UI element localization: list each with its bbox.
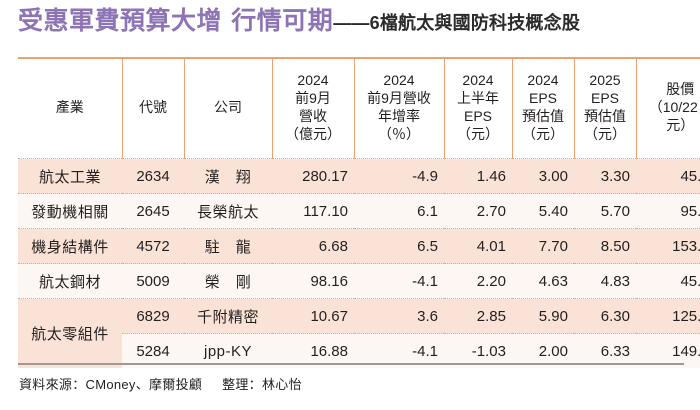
- cell-eps-est-2025: 5.70: [574, 193, 636, 229]
- table-header: 產業 代號 公司 2024 前9月 營收 （億元） 2024 前9月營收 年增率 （％） 2…: [18, 57, 700, 159]
- cell-code: 5284: [122, 333, 184, 368]
- cell-industry-merged: 航太零組件: [18, 298, 122, 368]
- cell-price: 45.70: [636, 158, 700, 194]
- cell-price: 45.95: [636, 263, 700, 299]
- cell-code: 2634: [122, 158, 184, 194]
- cell-eps-1h-2024: 2.70: [444, 193, 512, 229]
- cell-revenue-9m: 117.10: [272, 193, 354, 229]
- col-header-eps-est-2025: 2025 EPS 預估值 （元）: [574, 57, 637, 159]
- cell-revenue-yoy: 3.6: [354, 298, 444, 334]
- cell-eps-est-2024: 5.40: [512, 193, 574, 229]
- col-header-code: 代號: [122, 57, 185, 159]
- cell-code: 4572: [122, 228, 184, 264]
- cell-revenue-9m: 10.67: [272, 298, 354, 334]
- col-header-revenue-9m-text: 2024 前9月 營收 （億元）: [285, 72, 341, 142]
- stock-table-container: 產業 代號 公司 2024 前9月 營收 （億元） 2024 前9月營收 年增率 （％） 2…: [18, 57, 700, 368]
- cell-price: 149.00: [636, 333, 700, 368]
- col-header-company-line1: 公司: [214, 99, 242, 116]
- col-header-eps-1h-2024: 2024 上半年 EPS （元）: [444, 57, 513, 159]
- cell-code: 5009: [122, 263, 184, 299]
- cell-industry: 航太工業: [18, 158, 122, 194]
- cell-eps-1h-2024: 2.20: [444, 263, 512, 299]
- cell-eps-est-2025: 6.33: [574, 333, 636, 368]
- cell-eps-est-2025: 3.30: [574, 158, 636, 194]
- cell-eps-1h-2024: -1.03: [444, 333, 512, 368]
- cell-company: 榮 剛: [184, 263, 272, 299]
- cell-company: jpp-KY: [184, 333, 272, 368]
- col-header-eps-est-2024-text: 2024 EPS 預估值 （元）: [522, 72, 564, 142]
- table-bottom-rule: [18, 363, 684, 365]
- cell-revenue-yoy: 6.1: [354, 193, 444, 229]
- cell-eps-1h-2024: 4.01: [444, 228, 512, 264]
- col-header-industry: 產業: [18, 57, 123, 159]
- cell-eps-1h-2024: 1.46: [444, 158, 512, 194]
- footnote-source: 資料來源：CMoney、摩爾投顧: [19, 377, 203, 392]
- cell-eps-est-2025: 8.50: [574, 228, 636, 264]
- cell-eps-est-2024: 5.90: [512, 298, 574, 334]
- cell-industry: 航太鋼材: [18, 263, 122, 299]
- col-header-price: 股價（10/22，元）: [636, 57, 700, 159]
- cell-revenue-yoy: -4.1: [354, 263, 444, 299]
- cell-company: 駐 龍: [184, 228, 272, 264]
- cell-code: 6829: [122, 298, 184, 334]
- cell-eps-est-2025: 6.30: [574, 298, 636, 334]
- cell-eps-est-2024: 3.00: [512, 158, 574, 194]
- cell-industry: 機身結構件: [18, 228, 122, 264]
- col-header-industry-line1: 產業: [55, 99, 84, 116]
- cell-company: 漢 翔: [184, 158, 272, 194]
- footnote-editor: 整理：林心怡: [222, 377, 302, 392]
- col-header-eps-1h-2024-text: 2024 上半年 EPS （元）: [457, 72, 499, 142]
- page-headline: 受惠軍費預算大增 行情可期 ——6檔航太與國防科技概念股: [18, 8, 690, 44]
- cell-revenue-yoy: -4.9: [354, 158, 444, 194]
- col-header-code-line1: 代號: [139, 99, 167, 116]
- table-footnote: 資料來源：CMoney、摩爾投顧 整理：林心怡: [19, 374, 302, 393]
- headline-main-title: 受惠軍費預算大增 行情可期: [18, 6, 334, 35]
- col-header-revenue-yoy-text: 2024 前9月營收 年增率 （％）: [367, 72, 431, 142]
- col-header-eps-est-2024: 2024 EPS 預估值 （元）: [512, 57, 575, 159]
- cell-company: 千附精密: [184, 298, 272, 334]
- stock-table: 產業 代號 公司 2024 前9月 營收 （億元） 2024 前9月營收 年增率 （％） 2…: [18, 57, 700, 368]
- cell-eps-est-2024: 2.00: [512, 333, 574, 368]
- cell-revenue-yoy: 6.5: [354, 228, 444, 264]
- cell-code: 2645: [122, 193, 184, 229]
- col-header-revenue-yoy: 2024 前9月營收 年增率 （％）: [354, 57, 445, 159]
- cell-company: 長榮航太: [184, 193, 272, 229]
- cell-revenue-yoy: -4.1: [354, 333, 444, 368]
- cell-revenue-9m: 6.68: [272, 228, 354, 264]
- col-header-company: 公司: [184, 57, 273, 159]
- cell-price: 95.20: [636, 193, 700, 229]
- cell-revenue-9m: 98.16: [272, 263, 354, 299]
- cell-revenue-9m: 16.88: [272, 333, 354, 368]
- cell-eps-est-2025: 4.83: [574, 263, 636, 299]
- col-header-price-text: 股價（10/22，元）: [648, 81, 700, 133]
- cell-eps-est-2024: 4.63: [512, 263, 574, 299]
- cell-eps-est-2024: 7.70: [512, 228, 574, 264]
- cell-industry: 發動機相關: [18, 193, 122, 229]
- headline-subtitle: ——6檔航太與國防科技概念股: [333, 13, 581, 33]
- col-header-eps-est-2025-text: 2025 EPS 預估值 （元）: [584, 72, 626, 142]
- cell-revenue-9m: 280.17: [272, 158, 354, 194]
- cell-price: 125.50: [636, 298, 700, 334]
- cell-eps-1h-2024: 2.85: [444, 298, 512, 334]
- table-header-row: 產業 代號 公司 2024 前9月 營收 （億元） 2024 前9月營收 年增率 （％） 2…: [18, 57, 700, 159]
- col-header-revenue-9m: 2024 前9月 營收 （億元）: [272, 57, 355, 159]
- cell-price: 153.50: [636, 228, 700, 264]
